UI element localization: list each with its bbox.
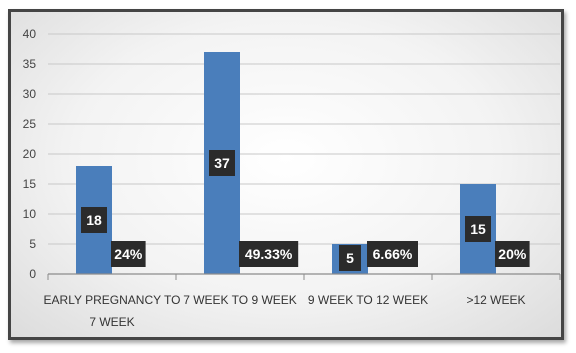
x-tick-label: EARLY PREGNANCY TO <box>44 293 181 307</box>
bars <box>76 52 496 274</box>
y-tick-label: 15 <box>23 177 37 191</box>
value-label: 5 <box>346 250 354 266</box>
data-labels: 18 24% 37 49.33% 5 6.66% 15 20% <box>81 150 530 271</box>
percent-label-box <box>367 241 418 267</box>
value-label: 15 <box>470 221 486 237</box>
value-label-box <box>209 150 235 176</box>
value-label: 37 <box>214 155 230 171</box>
y-tick-label: 25 <box>23 117 37 131</box>
percent-label-box <box>495 241 530 267</box>
percent-label: 49.33% <box>245 246 293 262</box>
value-label-box <box>339 245 361 271</box>
percent-label: 20% <box>498 246 527 262</box>
x-axis <box>47 273 561 280</box>
x-tick-label: 7 WEEK TO 9 WEEK <box>183 293 297 307</box>
x-axis-labels: EARLY PREGNANCY TO 7 WEEK 7 WEEK TO 9 WEEK… <box>44 293 526 329</box>
value-label-box <box>465 216 491 242</box>
x-tick-label: 7 WEEK <box>89 315 134 329</box>
percent-label-box <box>239 241 299 267</box>
value-label: 18 <box>86 212 102 228</box>
percent-label: 6.66% <box>373 246 413 262</box>
y-tick-label: 30 <box>23 87 37 101</box>
y-tick-label: 20 <box>23 147 37 161</box>
y-tick-label: 0 <box>29 267 36 281</box>
percent-label: 24% <box>114 246 143 262</box>
y-tick-label: 40 <box>23 27 37 41</box>
y-axis-ticks: 0 5 10 15 20 25 30 35 40 <box>23 27 37 281</box>
y-tick-label: 35 <box>23 57 37 71</box>
value-label-box <box>81 207 107 233</box>
y-tick-label: 10 <box>23 207 37 221</box>
y-tick-label: 5 <box>29 237 36 251</box>
x-tick-label: >12 WEEK <box>466 293 525 307</box>
x-tick-label: 9 WEEK TO 12 WEEK <box>308 293 428 307</box>
percent-label-box <box>111 241 146 267</box>
